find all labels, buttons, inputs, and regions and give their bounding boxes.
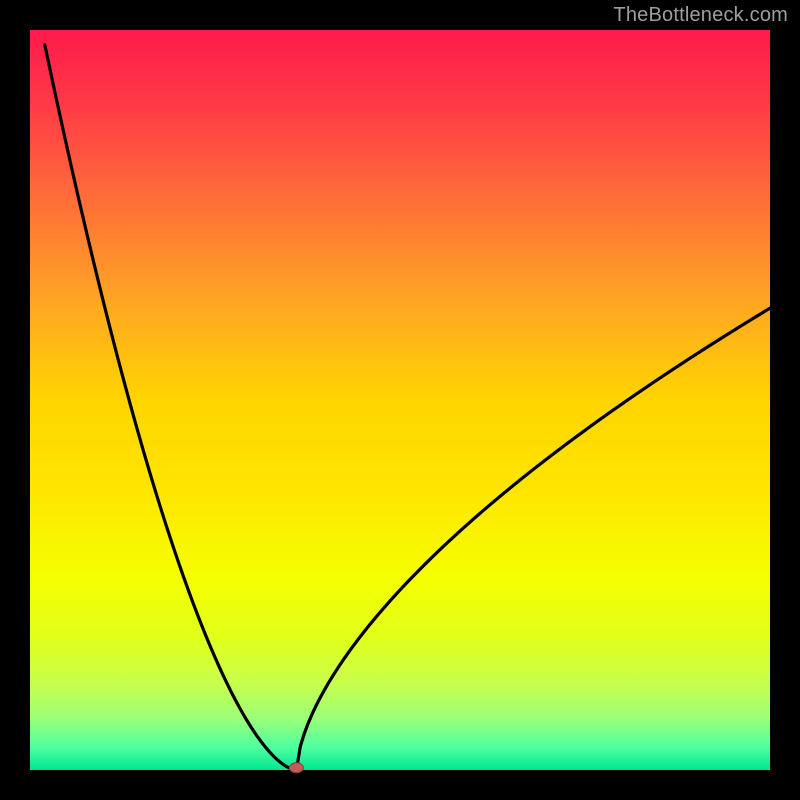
plot-gradient-background bbox=[30, 30, 770, 770]
optimal-point-marker bbox=[289, 763, 303, 773]
watermark-label: TheBottleneck.com bbox=[613, 4, 788, 27]
chart-container: TheBottleneck.com bbox=[0, 0, 800, 800]
bottleneck-chart bbox=[0, 0, 800, 800]
